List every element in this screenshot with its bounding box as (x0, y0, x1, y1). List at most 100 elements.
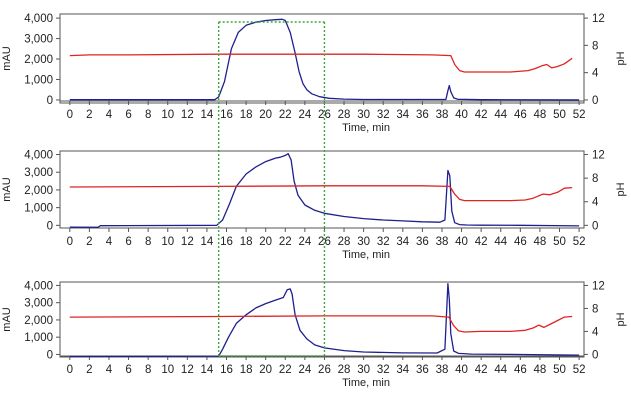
x-tick-label: 48 (534, 364, 547, 376)
y-left-axis-title: mAU (1, 307, 13, 332)
x-tick-label: 24 (298, 109, 311, 121)
x-tick-label: 46 (514, 364, 527, 376)
plot-frame (59, 150, 585, 229)
x-tick-label: 36 (416, 364, 429, 376)
x-tick-label: 2 (86, 364, 92, 376)
x-tick-label: 8 (145, 236, 151, 248)
x-tick-label: 44 (494, 109, 507, 121)
ph-trace (69, 185, 573, 202)
y-right-tick-label: 8 (592, 173, 598, 185)
y-left-tick-label: 4,000 (24, 150, 53, 162)
x-tick-label: 12 (181, 364, 194, 376)
absorbance-trace (69, 283, 580, 358)
x-tick-label: 46 (514, 109, 527, 121)
y-right-tick-label: 4 (592, 197, 599, 209)
ph-trace (69, 315, 573, 333)
x-tick-label: 12 (181, 109, 194, 121)
x-tick-label: 36 (416, 109, 429, 121)
x-tick-label: 42 (475, 236, 488, 248)
x-tick-label: 6 (125, 236, 131, 248)
x-tick-label: 14 (201, 364, 214, 376)
y-right-tick-label: 12 (592, 280, 605, 292)
y-right-tick-label: 0 (592, 220, 598, 232)
x-tick-label: 34 (396, 109, 409, 121)
x-tick-label: 22 (279, 364, 292, 376)
x-tick-label: 4 (106, 109, 113, 121)
x-axis-title: Time, min (342, 249, 390, 261)
x-tick-label: 24 (298, 364, 311, 376)
x-tick-label: 30 (357, 109, 370, 121)
x-tick-label: 20 (259, 236, 272, 248)
y-right-tick-label: 4 (592, 326, 599, 338)
y-right-tick-label: 0 (592, 349, 598, 361)
x-tick-label: 42 (475, 364, 488, 376)
x-tick-label: 14 (201, 109, 214, 121)
y-left-tick-label: 1,000 (24, 332, 53, 344)
x-tick-label: 30 (357, 236, 370, 248)
x-tick-label: 10 (161, 109, 174, 121)
x-tick-label: 34 (396, 364, 409, 376)
x-tick-label: 22 (279, 236, 292, 248)
x-tick-label: 44 (494, 364, 507, 376)
x-tick-label: 28 (338, 109, 351, 121)
y-left-tick-label: 4,000 (24, 13, 53, 25)
x-tick-label: 40 (455, 364, 468, 376)
x-tick-label: 4 (106, 364, 113, 376)
y-left-tick-label: 4,000 (24, 280, 53, 292)
x-tick-label: 12 (181, 236, 194, 248)
x-tick-label: 18 (240, 364, 253, 376)
x-tick-label: 50 (553, 236, 566, 248)
y-right-tick-label: 12 (592, 13, 605, 25)
y-left-tick-label: 0 (47, 349, 53, 361)
x-tick-label: 18 (240, 236, 253, 248)
x-tick-label: 30 (357, 364, 370, 376)
x-tick-label: 20 (259, 364, 272, 376)
y-left-tick-label: 0 (47, 95, 53, 107)
x-tick-label: 20 (259, 109, 272, 121)
x-tick-label: 34 (396, 236, 409, 248)
y-left-tick-label: 3,000 (24, 167, 53, 179)
x-tick-label: 52 (573, 364, 586, 376)
y-left-tick-label: 3,000 (24, 298, 53, 310)
x-tick-label: 28 (338, 364, 351, 376)
x-tick-label: 48 (534, 236, 547, 248)
x-tick-label: 14 (201, 236, 214, 248)
x-tick-label: 50 (553, 109, 566, 121)
x-tick-label: 6 (125, 109, 131, 121)
collection-window (217, 21, 326, 357)
y-right-tick-label: 8 (592, 40, 598, 52)
y-left-tick-label: 1,000 (24, 203, 53, 215)
ph-trace (69, 53, 573, 73)
x-tick-label: 46 (514, 236, 527, 248)
x-tick-label: 26 (318, 364, 331, 376)
y-right-tick-label: 8 (592, 303, 598, 315)
y-left-axis-title: mAU (1, 46, 13, 71)
x-tick-label: 8 (145, 109, 151, 121)
y-right-axis-title: pH (615, 312, 627, 326)
x-tick-label: 0 (67, 109, 73, 121)
y-right-tick-label: 4 (592, 68, 599, 80)
x-tick-label: 32 (377, 236, 390, 248)
x-tick-label: 2 (86, 236, 92, 248)
x-tick-label: 40 (455, 236, 468, 248)
y-left-tick-label: 0 (47, 220, 53, 232)
y-left-axis-title: mAU (1, 177, 13, 202)
x-tick-label: 38 (436, 236, 449, 248)
x-tick-label: 16 (220, 109, 233, 121)
absorbance-trace (69, 153, 580, 228)
y-right-axis-title: pH (615, 182, 627, 196)
x-tick-label: 28 (338, 236, 351, 248)
x-tick-label: 18 (240, 109, 253, 121)
x-tick-label: 16 (220, 364, 233, 376)
x-tick-label: 42 (475, 109, 488, 121)
x-tick-label: 8 (145, 364, 151, 376)
x-axis-title: Time, min (342, 377, 390, 389)
y-left-tick-label: 3,000 (24, 34, 53, 46)
x-tick-label: 38 (436, 364, 449, 376)
x-tick-label: 2 (86, 109, 92, 121)
